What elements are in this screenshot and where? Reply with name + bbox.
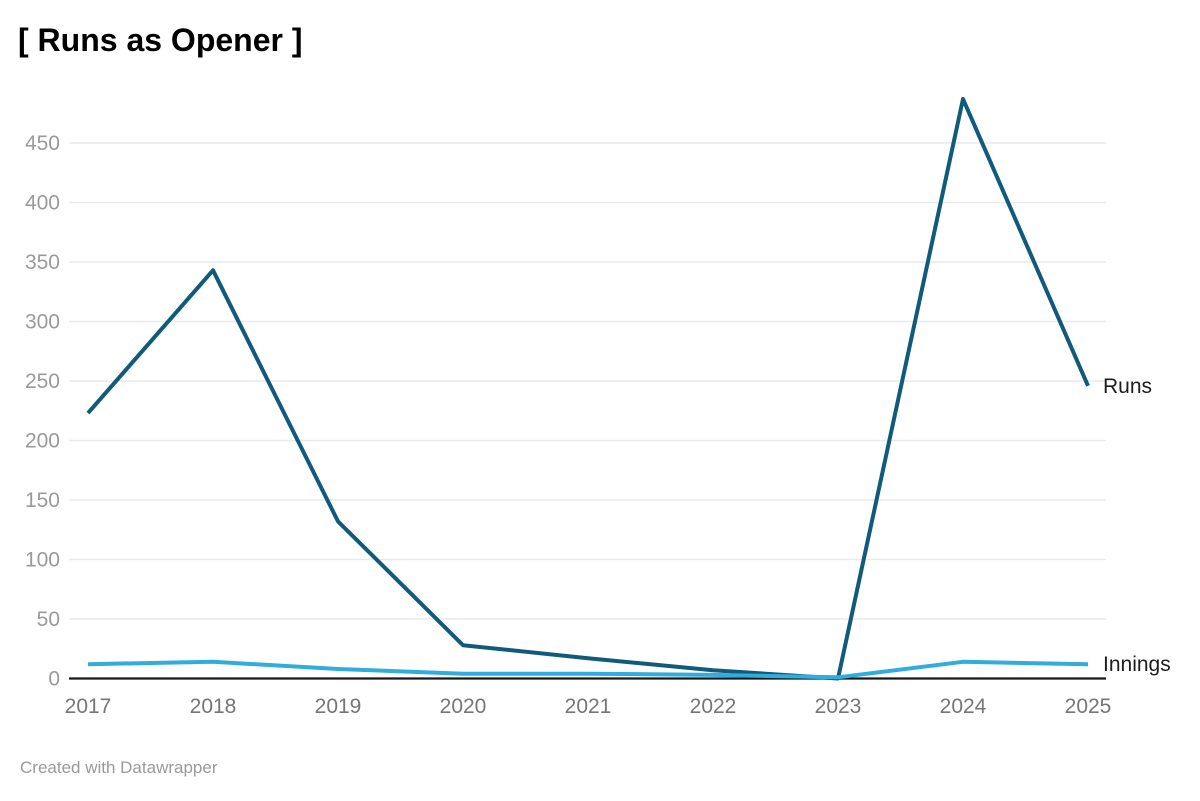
y-tick-label: 150 bbox=[25, 489, 60, 512]
gridlines-layer bbox=[69, 142, 1106, 680]
y-tick-label: 300 bbox=[25, 311, 60, 334]
series-label-runs: Runs bbox=[1103, 375, 1152, 398]
x-tick-label: 2020 bbox=[440, 695, 487, 718]
y-tick-label: 50 bbox=[37, 608, 60, 631]
x-tick-label: 2025 bbox=[1065, 695, 1112, 718]
chart-title: [ Runs as Opener ] bbox=[18, 22, 303, 58]
runs-line bbox=[86, 97, 1090, 681]
datawrapper-attribution-link[interactable]: Created with Datawrapper bbox=[20, 758, 218, 777]
x-tick-label: 2019 bbox=[315, 695, 362, 718]
y-tick-label: 200 bbox=[25, 430, 60, 453]
x-tick-label: 2018 bbox=[190, 695, 237, 718]
series-label-innings: Innings bbox=[1103, 653, 1171, 676]
x-tick-label: 2024 bbox=[940, 695, 987, 718]
y-tick-label: 250 bbox=[25, 370, 60, 393]
innings-line bbox=[87, 659, 1089, 680]
y-tick-label: 400 bbox=[25, 192, 60, 215]
axis-labels-layer: 0 50 100 150 200 250 300 350 400 450 2017 2018 2019 2… bbox=[25, 132, 1171, 718]
y-tick-label: 350 bbox=[25, 251, 60, 274]
x-tick-label: 2023 bbox=[815, 695, 862, 718]
y-tick-label: 0 bbox=[48, 668, 60, 691]
x-tick-label: 2017 bbox=[65, 695, 112, 718]
y-tick-label: 450 bbox=[25, 132, 60, 155]
x-tick-label: 2022 bbox=[690, 695, 737, 718]
x-tick-label: 2021 bbox=[565, 695, 612, 718]
y-tick-label: 100 bbox=[25, 549, 60, 572]
series-layer bbox=[86, 97, 1090, 681]
